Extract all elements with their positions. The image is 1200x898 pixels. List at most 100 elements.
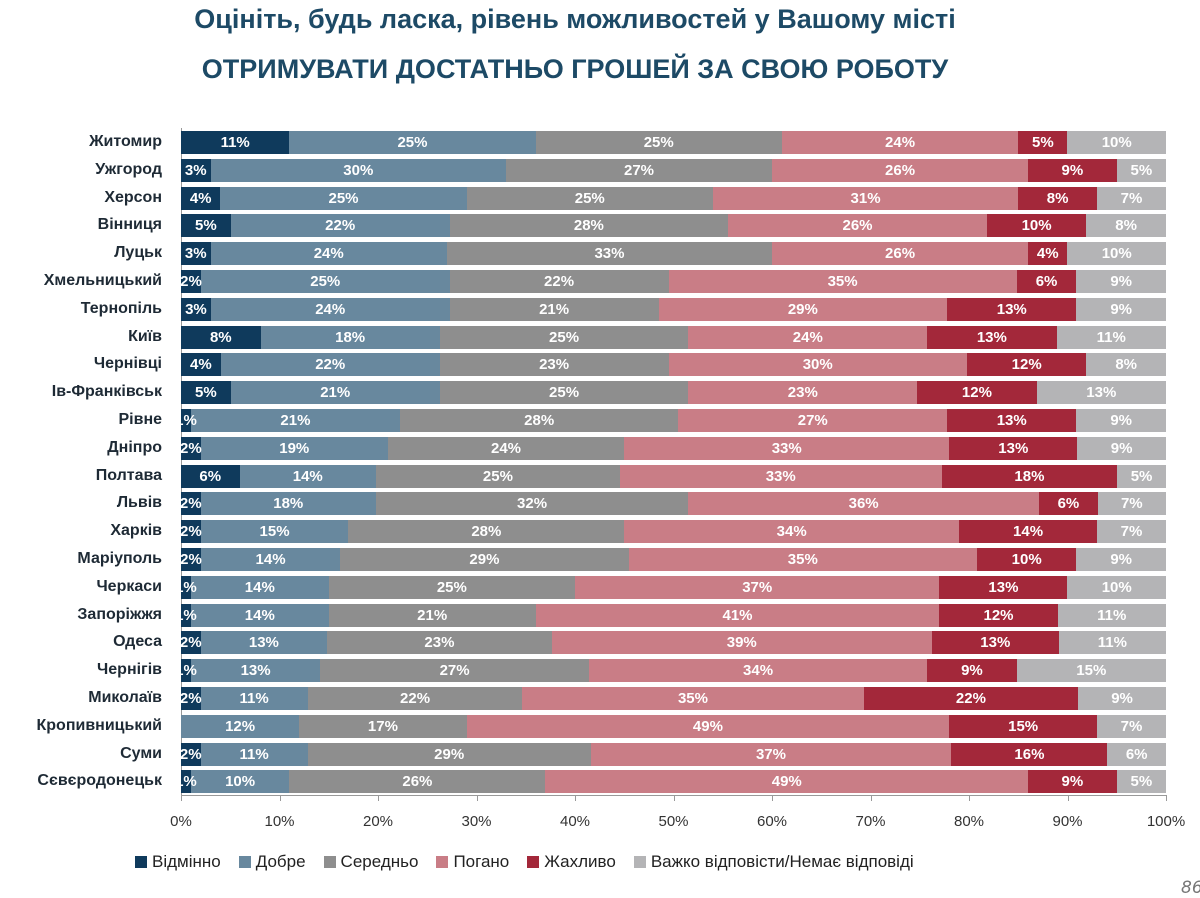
legend-swatch [323, 856, 336, 868]
legend-label: Середньо [340, 852, 419, 871]
bar-row: 5% 21% 25% 23% 12% 13% [181, 381, 1166, 405]
bar-segment: 21% [190, 409, 400, 432]
category-label: Суми [120, 744, 162, 762]
bar-row: 1% 10% 26% 49% 9% 5% [175, 770, 1166, 794]
bar-segment: 24% [210, 242, 447, 266]
bar-segment: 28% [399, 409, 679, 432]
category-label: Ужгород [95, 160, 162, 178]
x-tick-mark [870, 795, 872, 801]
legend-item: Добре [238, 852, 306, 872]
bar-row: 2% 11% 29% 37% 16% 6% [180, 742, 1166, 766]
bar-segment: 24% [210, 297, 450, 321]
bar-segment: 14% [190, 603, 329, 627]
category-label: Житомир [89, 133, 162, 150]
bar-segment: 11% [1057, 603, 1166, 627]
legend-swatch [633, 856, 646, 868]
bar-segment: 17% [299, 714, 467, 738]
bar-segment: 22% [863, 687, 1079, 710]
bar-row: 4% 25% 25% 31% 8% 7% [181, 186, 1166, 210]
bar-segment: 35% [522, 687, 864, 710]
x-tick-label: 70% [855, 813, 886, 830]
category-label: Тернопіль [80, 299, 162, 317]
bar-segment: 1% [175, 409, 197, 432]
legend-swatch [436, 856, 449, 868]
category-label: Запоріжжя [77, 605, 162, 623]
bar-segment: 3% [181, 158, 211, 182]
x-tick-mark [575, 795, 576, 801]
bar-segment: 22% [307, 687, 523, 710]
bar-segment: 37% [590, 742, 952, 766]
bar-segment: 10% [976, 548, 1077, 571]
category-label: Київ [128, 327, 162, 345]
category-label: Чернівці [93, 355, 162, 373]
chart-subtitle: ОТРИМУВАТИ ДОСТАТНЬО ГРОШЕЙ ЗА СВОЮ РОБО… [201, 54, 949, 84]
bar-segment: 25% [220, 186, 467, 210]
category-label: Миколаїв [88, 689, 162, 706]
x-tick-mark [969, 795, 970, 801]
bar-segment: 36% [688, 492, 1040, 516]
bar-segment: 7% [1097, 492, 1166, 516]
bar-row: 12% 17% 49% 15% 7% [181, 714, 1166, 738]
bar-segment: 18% [260, 325, 440, 349]
bar-segment: 21% [449, 297, 659, 321]
bar-segment: 25% [439, 325, 689, 349]
bar-segment: 24% [688, 325, 928, 349]
bar-segment: 2% [180, 520, 202, 544]
legend-swatch [135, 856, 147, 868]
bar-segment: 5% [1018, 131, 1068, 154]
bar-segment: 14% [959, 520, 1098, 544]
category-label: Рівне [118, 411, 162, 428]
bar-segment: 27% [678, 409, 948, 432]
bar-segment: 26% [728, 214, 987, 238]
bar-segment: 7% [1097, 186, 1166, 210]
bar-segment: 14% [239, 464, 377, 488]
category-label: Маріуполь [77, 550, 162, 567]
bar-segment: 13% [190, 659, 321, 683]
bar-row: 2% 25% 22% 35% 6% 9% [180, 270, 1166, 293]
bar-segment: 18% [200, 492, 377, 516]
bar-segment: 18% [941, 464, 1118, 488]
bar-segment: 6% [181, 464, 240, 488]
bar-row: 2% 11% 22% 35% 22% 9% [180, 687, 1166, 710]
bar-segment: 3% [181, 297, 211, 321]
bar-row: 1% 13% 27% 34% 9% 15% [175, 659, 1166, 683]
category-label: Хмельницький [43, 272, 162, 289]
bar-segment: 10% [1067, 575, 1166, 599]
bar-segment: 12% [939, 603, 1058, 627]
bar-row: 2% 19% 24% 33% 13% 9% [180, 436, 1166, 460]
bar-segment: 11% [1056, 325, 1166, 349]
x-tick-label: 10% [264, 813, 295, 830]
category-label: Полтава [95, 466, 162, 484]
category-label: Харків [110, 522, 162, 540]
legend-item: Відмінно [135, 852, 221, 872]
bar-segment: 33% [619, 464, 942, 488]
bar-segment: 13% [927, 325, 1057, 349]
bar-segment: 32% [376, 492, 689, 516]
bar-segment: 2% [180, 687, 202, 710]
bar-segment: 9% [1076, 548, 1166, 571]
bar-segment: 15% [1016, 659, 1166, 683]
bar-segment: 22% [220, 353, 440, 377]
bar-segment: 12% [181, 714, 300, 738]
bar-segment: 12% [966, 353, 1087, 377]
legend-label: Погано [453, 852, 510, 871]
bar-segment: 15% [200, 520, 349, 544]
category-label: Одеса [113, 633, 162, 651]
bar-segment: 9% [1028, 158, 1117, 182]
bar-segment: 11% [1058, 631, 1166, 655]
bar-segment: 25% [535, 131, 782, 154]
bar-segment: 21% [230, 381, 440, 405]
category-label: Черкаси [96, 577, 162, 595]
legend-item: Погано [436, 852, 509, 872]
x-tick-label: 20% [362, 813, 394, 830]
category-label: Вінниця [97, 216, 162, 234]
bar-segment: 16% [951, 742, 1108, 766]
bar-segment: 8% [1086, 214, 1166, 238]
bar-segment: 2% [180, 548, 202, 571]
bar-segment: 11% [181, 131, 290, 154]
bar-segment: 10% [1067, 242, 1166, 266]
bar-segment: 33% [624, 436, 950, 460]
x-tick-mark [1166, 795, 1167, 801]
bar-segment: 23% [688, 381, 918, 405]
